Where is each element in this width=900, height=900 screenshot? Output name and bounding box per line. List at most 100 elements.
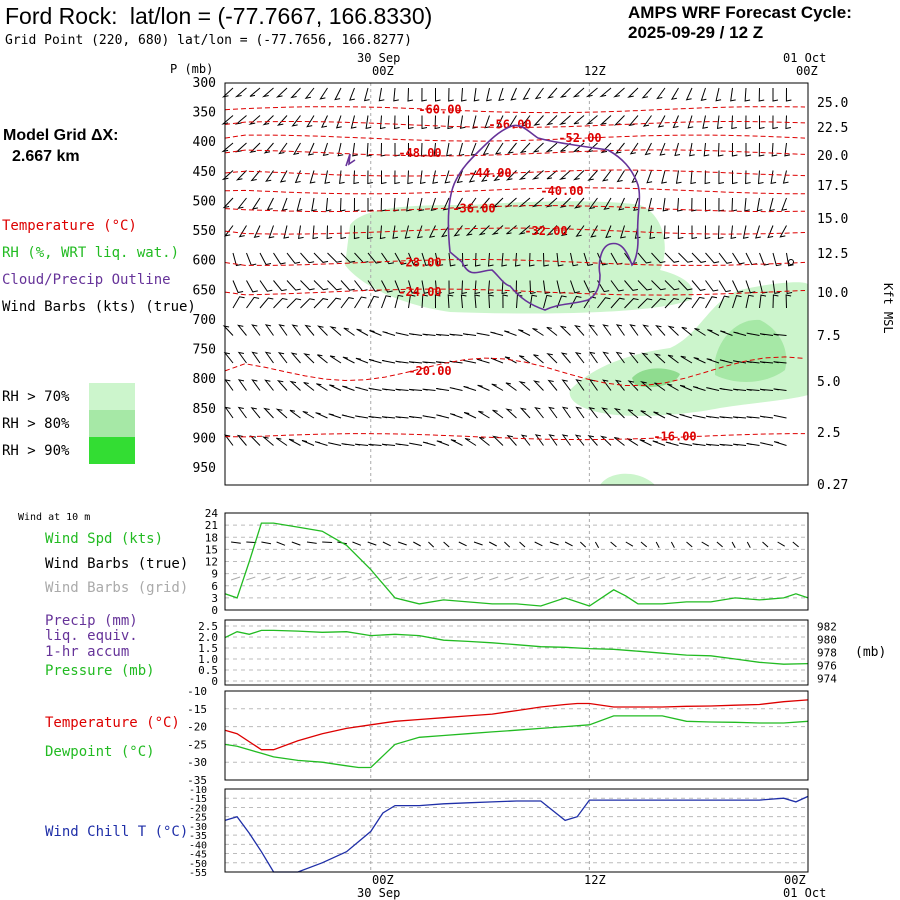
wind-barb (456, 170, 463, 184)
wind-barb (602, 324, 612, 336)
wind-barb (478, 436, 490, 446)
temperature-contour-line (224, 169, 806, 177)
wind-chill-panel: -55-50-45-40-35-30-25-20-15-10 (189, 785, 809, 879)
legend-rh70-label: RH > 70% (2, 389, 70, 405)
wind-barb (731, 197, 738, 212)
pressure-tick-label: 700 (193, 313, 216, 328)
surface-wind-barb (655, 541, 660, 548)
wind-barb (574, 351, 585, 364)
wind-barb (522, 87, 531, 100)
wind-barb (221, 170, 234, 181)
wind-barb (647, 197, 654, 212)
wind-barb (394, 252, 407, 265)
wind-barb (691, 280, 706, 291)
wind-barb (317, 325, 328, 336)
wind-barb (590, 225, 598, 238)
grid-wind-barb (640, 576, 651, 581)
wind-barb (352, 142, 358, 157)
wind-barb (315, 412, 328, 419)
pressure-unit-label: (mb) (855, 645, 886, 660)
wind-barb (434, 115, 441, 130)
height-tick-label: 5.0 (817, 375, 840, 390)
y-tick-label: -45 (189, 850, 207, 861)
wind-barb (700, 87, 707, 101)
wind-barb (444, 170, 451, 184)
wind-barb (494, 142, 504, 155)
wind-barb (298, 225, 304, 240)
temperature-contour-line (224, 259, 806, 266)
temperature-contour-label: -32.00 (524, 224, 567, 238)
wind-barb (705, 252, 720, 264)
wind-barb (613, 87, 625, 98)
wind-barb (558, 115, 571, 125)
wind-barb (266, 197, 274, 211)
wind-barb (685, 87, 693, 101)
wind-barb (467, 197, 477, 210)
p2-gridlines (225, 620, 808, 685)
wind-barb (454, 197, 463, 210)
wind-barb (597, 297, 611, 309)
wind-barb (328, 413, 342, 419)
wind-barb (237, 351, 247, 364)
wind-barb (773, 333, 787, 336)
wind-barb (367, 198, 374, 212)
wind-barb (639, 381, 652, 391)
wind-barb (224, 379, 234, 391)
y-tick-label: 2.0 (198, 631, 218, 644)
legend-rh: RH (%, WRT liq. wat.) (2, 245, 179, 261)
wind-barb (633, 197, 639, 211)
wind-barb (574, 325, 585, 336)
wind-barb (624, 298, 639, 309)
wind-barb (702, 115, 708, 129)
wind-barb (307, 142, 315, 156)
grid-wind-barb (276, 576, 286, 581)
wind-barb (491, 383, 504, 391)
legend-rh90-label: RH > 90% (2, 443, 70, 459)
wind-barb (706, 358, 720, 364)
temperature-contour-label: -20.00 (408, 364, 451, 378)
legend-wind-barbs-grid: Wind Barbs (grid) (45, 580, 188, 596)
wind-barb (646, 170, 653, 184)
wind-barb (782, 170, 789, 184)
pressure-tick-label: 850 (193, 402, 216, 417)
wind-barb (691, 197, 697, 212)
grid-wind-barb (504, 576, 514, 581)
grid-wind-barb (230, 576, 241, 581)
top-date-left: 30 Sep (357, 51, 400, 65)
legend-rh80-label: RH > 80% (2, 416, 70, 432)
pressure-tick-label: 550 (193, 224, 216, 239)
height-tick-label: 20.0 (817, 149, 848, 164)
wind-barb (302, 411, 315, 419)
wind-barb (329, 384, 342, 391)
wind-barb (246, 280, 258, 293)
height-tick-label: 2.5 (817, 426, 840, 441)
pressure-axis-title: P (mb) (170, 62, 213, 76)
legend-dewpoint: Dewpoint (°C) (45, 744, 155, 760)
wind-barb (588, 406, 598, 419)
surface-wind-barb (686, 541, 693, 548)
wind-barb (278, 142, 288, 155)
wind-barb (450, 439, 463, 446)
wind-barb (237, 324, 247, 336)
y-tick-label: -35 (189, 831, 207, 842)
wind-barb (518, 225, 531, 235)
wind-barb (436, 361, 450, 364)
wind-barb (599, 87, 612, 98)
wind-barb (448, 280, 455, 295)
wind-barb (691, 225, 698, 240)
wind-barb (651, 298, 666, 309)
legend-temperature-surface: Temperature (°C) (45, 715, 180, 731)
wind-barb (545, 197, 558, 208)
height-tick-label: 12.5 (817, 247, 848, 262)
wind-barb (355, 386, 369, 391)
pressure-tick-label: 978 (817, 647, 837, 660)
wind-barb (382, 443, 396, 446)
wind-barb (275, 408, 288, 419)
wind-barb (273, 252, 286, 265)
wind-barb (321, 115, 328, 128)
rh70-region-bottom (600, 473, 655, 485)
wind-barb (691, 252, 707, 263)
panel4-legend: Wind Chill T (°C) (45, 824, 188, 840)
wind-barb (664, 252, 680, 263)
